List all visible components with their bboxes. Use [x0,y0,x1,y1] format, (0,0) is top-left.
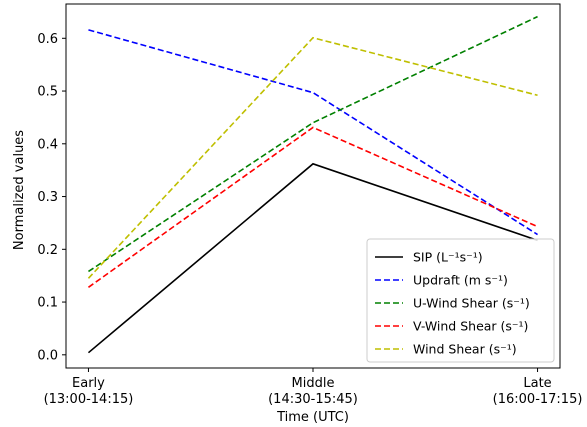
legend-label: V-Wind Shear (s⁻¹) [413,319,528,334]
series-line-1 [87,162,538,354]
x-tick-sublabel: (16:00-17:15) [493,392,583,407]
legend-label: SIP (L⁻¹s⁻¹) [413,250,483,265]
series-line-3 [88,15,538,273]
x-axis-label: Time (UTC) [276,410,349,425]
y-tick-label: 0.3 [37,190,58,205]
legend-label: Updraft (m s⁻¹) [413,273,508,288]
series-line-4 [87,126,538,288]
y-tick-label: 0.1 [37,296,58,311]
series-line-2 [88,29,538,236]
legend-box [366,238,555,363]
legend: SIP (L⁻¹s⁻¹) Updraft (m s⁻¹) U-Wind Shear … [366,238,555,363]
y-tick-label: 0.5 [37,85,58,100]
y-tick-label: 0.4 [37,137,58,152]
x-tick-label: Early [72,376,105,391]
y-tick-label: 0.2 [37,243,58,258]
x-tick-sublabel: (14:30-15:45) [268,392,358,407]
x-tick-sublabel: (13:00-14:15) [44,392,134,407]
y-tick-label: 0.6 [37,32,58,47]
axes-layer: 0.0 0.1 0.2 0.3 0.4 0.5 0.6 Early(13:00-14:15) M… [37,3,583,407]
legend-label: Wind Shear (s⁻¹) [413,342,517,357]
series-line-5 [87,36,538,279]
y-axis-label: Normalized values [12,130,27,250]
x-tick-label: Late [523,376,551,391]
y-tick-label: 0.0 [37,348,58,363]
series-layer [87,15,538,354]
legend-label: U-Wind Shear (s⁻¹) [413,296,530,311]
x-tick-label: Middle [292,376,335,391]
